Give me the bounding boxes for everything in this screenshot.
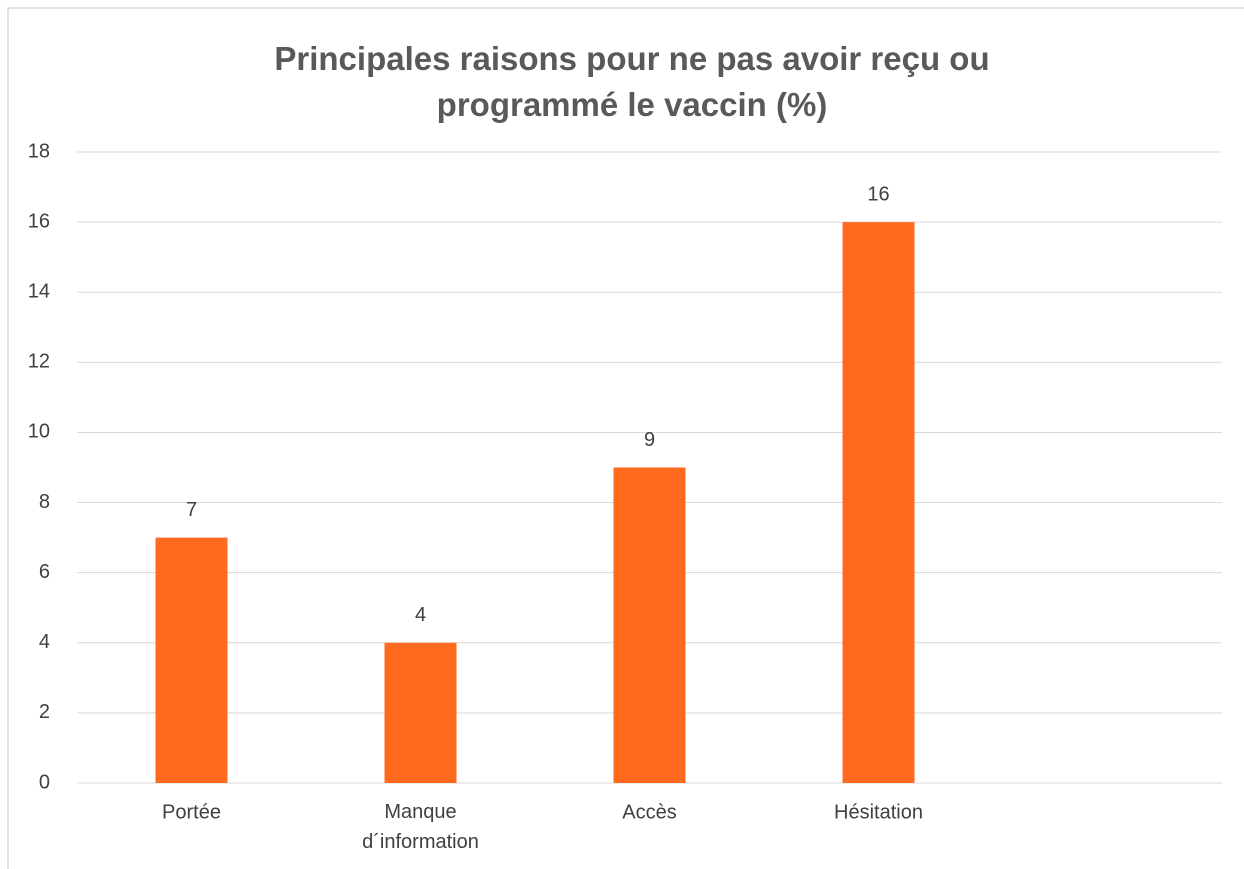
y-tick-label: 14 [28, 281, 50, 303]
y-tick-label: 2 [39, 701, 50, 723]
bar [155, 537, 228, 783]
data-label: 16 [867, 183, 889, 205]
data-label: 7 [186, 499, 197, 521]
bar [613, 467, 686, 783]
x-tick-label: Portée [162, 801, 221, 823]
x-tick-label: Hésitation [834, 801, 923, 823]
data-label: 4 [415, 604, 426, 626]
x-tick-label: Manque d´information [362, 801, 479, 853]
chart-title: Principales raisons pour ne pas avoir re… [274, 40, 990, 123]
x-tick-label: Accès [622, 801, 676, 823]
y-tick-label: 6 [39, 561, 50, 583]
y-tick-label: 0 [39, 771, 50, 793]
data-label: 9 [644, 429, 655, 451]
bar [384, 642, 457, 783]
y-tick-label: 18 [28, 140, 50, 162]
y-tick-label: 12 [28, 351, 50, 373]
y-tick-label: 4 [39, 631, 50, 653]
y-tick-label: 10 [28, 421, 50, 443]
bar [842, 222, 915, 784]
y-tick-label: 16 [28, 210, 50, 232]
y-tick-label: 8 [39, 491, 50, 513]
chart-frame [7, 7, 1244, 869]
